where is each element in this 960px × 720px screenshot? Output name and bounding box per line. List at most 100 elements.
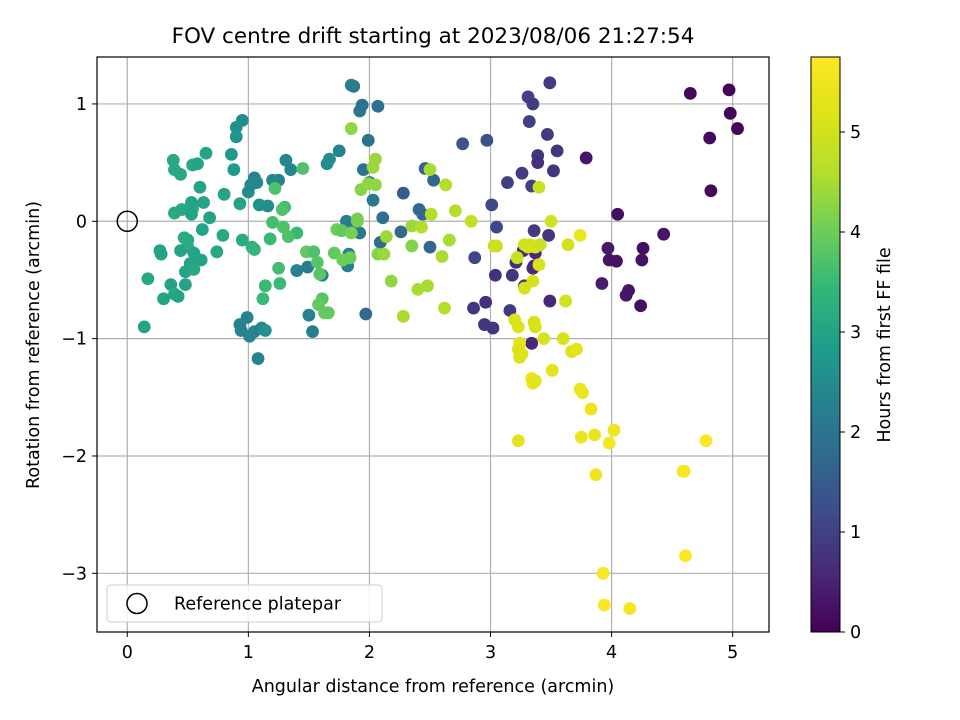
- data-point: [154, 247, 168, 261]
- data-point: [384, 274, 398, 288]
- data-point: [722, 83, 736, 97]
- data-point: [343, 251, 357, 265]
- data-point: [559, 294, 572, 308]
- data-point: [487, 239, 501, 253]
- reference-point-marker: [116, 210, 139, 233]
- data-point: [174, 244, 187, 258]
- data-point: [723, 106, 737, 120]
- data-point: [423, 163, 437, 177]
- data-point: [526, 97, 540, 111]
- data-point: [272, 261, 286, 275]
- data-point: [313, 267, 327, 281]
- data-point: [411, 282, 425, 296]
- data-point: [405, 219, 419, 233]
- data-point: [602, 436, 616, 450]
- data-point: [526, 274, 540, 288]
- data-point: [166, 153, 180, 167]
- data-point: [157, 292, 170, 306]
- data-point: [266, 216, 279, 229]
- data-point: [263, 232, 277, 246]
- data-point: [187, 262, 201, 276]
- data-point: [635, 253, 649, 267]
- data-point: [699, 434, 713, 448]
- data-point: [251, 352, 265, 365]
- data-point: [543, 294, 557, 308]
- data-point: [301, 260, 315, 274]
- data-point: [366, 193, 380, 207]
- data-point: [596, 566, 610, 580]
- data-point: [537, 332, 551, 346]
- data-point: [679, 549, 692, 563]
- data-point: [396, 309, 410, 323]
- data-point: [235, 233, 249, 247]
- data-point: [229, 130, 243, 144]
- data-point: [405, 239, 419, 253]
- data-point: [683, 86, 697, 100]
- data-point: [576, 386, 589, 400]
- data-point: [423, 240, 437, 254]
- data-point: [561, 238, 575, 252]
- data-point: [634, 299, 648, 313]
- data-point: [522, 115, 536, 128]
- data-point: [547, 164, 560, 178]
- data-point: [258, 324, 272, 337]
- data-point: [307, 245, 321, 259]
- data-point: [174, 167, 187, 181]
- data-points: [137, 76, 744, 615]
- data-point: [505, 268, 519, 282]
- chart-title: FOV centre drift starting at 2023/08/06 …: [172, 24, 695, 49]
- data-point: [268, 182, 282, 195]
- data-point: [503, 304, 517, 317]
- data-point: [532, 180, 546, 194]
- data-point: [501, 176, 514, 189]
- data-point: [657, 227, 671, 241]
- data-point: [528, 374, 542, 388]
- data-point: [199, 146, 213, 160]
- data-point: [185, 207, 198, 221]
- x-axis-ticks: 0 1 2 3 4 5: [122, 632, 738, 663]
- data-point: [273, 277, 287, 290]
- data-point: [731, 122, 744, 135]
- data-point: [344, 122, 358, 135]
- data-point: [191, 157, 204, 171]
- data-point: [480, 133, 494, 147]
- data-point: [290, 264, 304, 277]
- y-tick-label: −1: [61, 330, 87, 350]
- data-point: [442, 233, 456, 247]
- data-point: [490, 220, 503, 234]
- y-tick-label: −2: [61, 447, 87, 467]
- data-point: [279, 153, 293, 167]
- y-tick-label: −3: [61, 564, 87, 584]
- data-point: [256, 292, 270, 306]
- data-point: [296, 162, 310, 175]
- x-tick-label: 4: [606, 643, 617, 663]
- colorbar-tick-label: 5: [850, 123, 861, 143]
- data-point: [415, 220, 428, 234]
- data-point: [479, 295, 493, 309]
- data-point: [545, 363, 559, 377]
- data-point: [677, 464, 691, 478]
- data-point: [511, 434, 525, 448]
- data-point: [194, 253, 208, 267]
- data-point: [361, 133, 375, 147]
- data-point: [467, 301, 480, 315]
- data-point: [281, 230, 295, 243]
- reference-marker: [116, 210, 139, 233]
- data-point: [427, 173, 441, 187]
- data-point: [488, 268, 502, 282]
- data-point: [217, 187, 231, 201]
- plot-frame: [96, 56, 770, 633]
- data-point: [421, 279, 434, 293]
- data-point: [424, 207, 438, 221]
- x-tick-label: 2: [364, 643, 375, 663]
- data-point: [533, 238, 547, 252]
- data-point: [258, 279, 272, 293]
- data-point: [601, 241, 615, 255]
- data-point: [193, 180, 207, 194]
- data-point: [515, 166, 529, 180]
- data-point: [607, 423, 621, 437]
- data-point: [485, 198, 499, 212]
- colorbar-ticks: 0 1 2 3 4 5: [840, 123, 861, 643]
- data-point: [327, 246, 341, 260]
